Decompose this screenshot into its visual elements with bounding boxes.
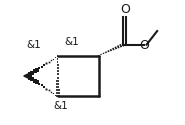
Text: O: O: [120, 3, 130, 16]
Text: O: O: [140, 39, 149, 52]
Polygon shape: [24, 74, 29, 78]
Text: &1: &1: [64, 37, 79, 47]
Text: &1: &1: [26, 40, 41, 50]
Text: &1: &1: [53, 101, 68, 111]
